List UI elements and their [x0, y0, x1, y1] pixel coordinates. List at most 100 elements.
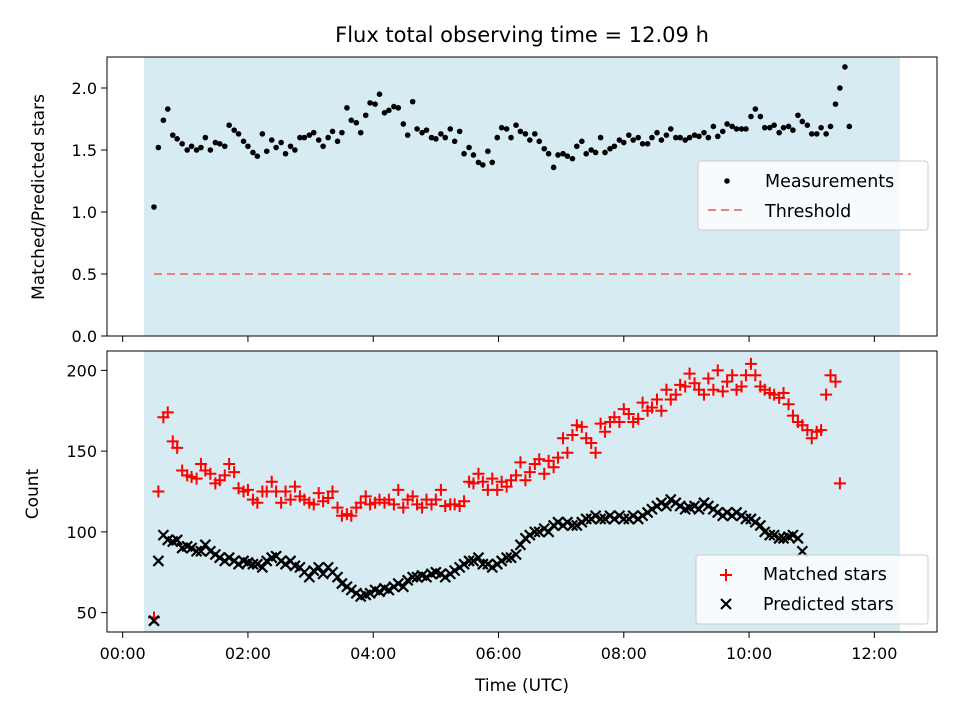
matched-star-point	[171, 441, 184, 454]
matched-star-point	[218, 469, 231, 482]
matched-star-point	[697, 388, 710, 401]
matched-star-point	[660, 383, 673, 396]
matched-star-point	[288, 480, 301, 493]
measurement-point	[686, 134, 693, 141]
measurement-point	[672, 134, 679, 141]
predicted-star-point	[599, 513, 611, 525]
predicted-star-point	[420, 571, 433, 583]
predicted-star-point	[185, 542, 198, 554]
measurement-point	[748, 113, 754, 120]
legend-predicted-label: Predicted stars	[763, 595, 894, 615]
measurement-point	[433, 136, 439, 142]
predicted-star-point	[213, 551, 226, 564]
matched-star-point	[613, 416, 626, 429]
matched-star-point	[241, 483, 254, 496]
measurement-point	[310, 129, 317, 136]
top-y-tick-label: 2.0	[72, 79, 97, 98]
matched-star-point	[439, 500, 452, 513]
measurement-point	[198, 144, 204, 151]
measurement-point	[532, 131, 538, 137]
predicted-star-point	[477, 558, 489, 570]
predicted-star-point	[495, 555, 508, 567]
matched-star-point	[726, 369, 739, 382]
predicted-star-point	[787, 529, 799, 541]
predicted-star-point	[247, 558, 259, 570]
matched-star-point	[307, 498, 320, 511]
matched-star-point	[322, 491, 335, 504]
bottom-y-tick-label: 150	[66, 442, 97, 461]
matched-star-point	[594, 417, 607, 430]
measurement-point	[832, 101, 839, 107]
predicted-star-point	[500, 551, 513, 564]
predicted-star-point	[510, 548, 522, 561]
measurement-point	[381, 110, 388, 116]
matched-star-point	[645, 401, 658, 414]
measurement-point	[846, 123, 853, 130]
measurement-point	[263, 148, 270, 155]
measurement-point	[400, 121, 407, 127]
measurement-point	[677, 134, 683, 141]
predicted-star-point	[467, 555, 480, 567]
top-y-tick-label: 1.5	[72, 141, 97, 160]
measurement-point	[212, 139, 219, 146]
measurement-point	[344, 105, 350, 111]
matched-star-point	[472, 467, 485, 480]
matched-star-point	[364, 498, 377, 511]
matched-star-point	[782, 398, 795, 411]
measurement-point	[620, 139, 627, 146]
matched-star-point	[486, 472, 499, 485]
measurement-point	[292, 147, 298, 153]
measurement-point	[414, 126, 420, 132]
matched-star-point	[429, 493, 442, 506]
predicted-star-point	[171, 534, 183, 546]
predicted-star-point	[529, 526, 541, 538]
measurement-point	[682, 137, 688, 143]
measurement-point	[550, 164, 557, 171]
measurement-point	[588, 147, 595, 153]
bottom-x-tick-label: 02:00	[225, 644, 271, 663]
measurement-point	[527, 137, 533, 143]
measurement-point	[649, 134, 655, 141]
matched-star-point	[251, 496, 264, 509]
measurement-point	[489, 159, 496, 166]
matched-star-point	[688, 377, 701, 390]
measurement-point	[278, 139, 284, 146]
matched-star-point	[345, 509, 358, 522]
matched-star-point	[585, 437, 598, 450]
measurement-point	[710, 123, 717, 130]
bottom-legend-box	[695, 554, 929, 625]
matched-star-point	[194, 458, 207, 471]
matched-star-point	[655, 404, 668, 417]
matched-star-point	[190, 472, 203, 485]
bottom-x-tick-label: 12:00	[851, 644, 897, 663]
measurement-point	[752, 106, 759, 112]
matched-star-point	[279, 485, 292, 498]
predicted-star-point	[392, 577, 405, 590]
measurement-point	[616, 137, 623, 143]
predicted-star-point	[397, 581, 410, 593]
matched-star-point	[204, 467, 217, 480]
predicted-star-point	[505, 551, 517, 564]
measurement-point	[761, 124, 768, 131]
measurement-point	[320, 143, 326, 150]
predicted-star-point	[594, 513, 607, 525]
predicted-star-point	[749, 516, 762, 528]
measurement-point	[461, 150, 467, 157]
matched-star-point	[669, 388, 682, 401]
measurement-point	[348, 117, 355, 124]
measurement-point	[470, 152, 477, 158]
matched-star-point	[448, 498, 461, 511]
measurement-point	[376, 91, 383, 97]
measurement-point	[780, 124, 787, 131]
top-plot-frame	[106, 56, 938, 337]
measurement-point	[268, 137, 275, 143]
measurement-point	[635, 134, 641, 141]
measurement-point	[325, 134, 331, 141]
measurement-point	[169, 132, 176, 138]
matched-star-point	[406, 490, 419, 503]
measurement-point	[235, 131, 242, 137]
predicted-star-point	[195, 545, 207, 558]
matched-star-point	[523, 466, 536, 479]
predicted-star-point	[646, 503, 658, 516]
